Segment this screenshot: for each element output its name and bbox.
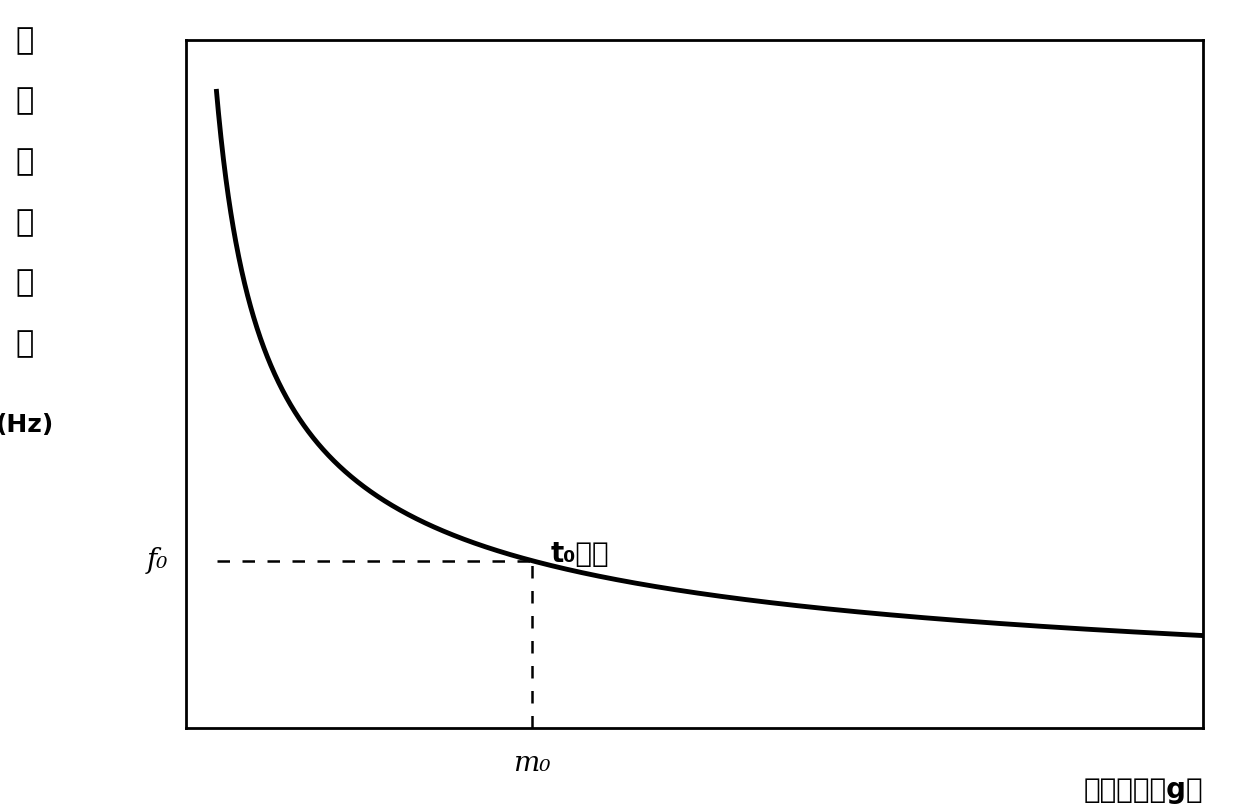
Text: 滴: 滴 [16, 87, 33, 116]
Text: t₀时刻: t₀时刻 [551, 540, 609, 569]
Text: 频: 频 [16, 269, 33, 298]
Text: 熔: 熔 [16, 26, 33, 55]
Text: f₀: f₀ [146, 547, 167, 574]
Text: m₀: m₀ [513, 751, 551, 777]
Text: 率: 率 [16, 329, 33, 358]
Text: (Hz): (Hz) [0, 413, 53, 437]
Text: 固: 固 [16, 147, 33, 176]
Text: 有: 有 [16, 208, 33, 237]
Text: 熔滴质量（g）: 熔滴质量（g） [1084, 777, 1203, 804]
